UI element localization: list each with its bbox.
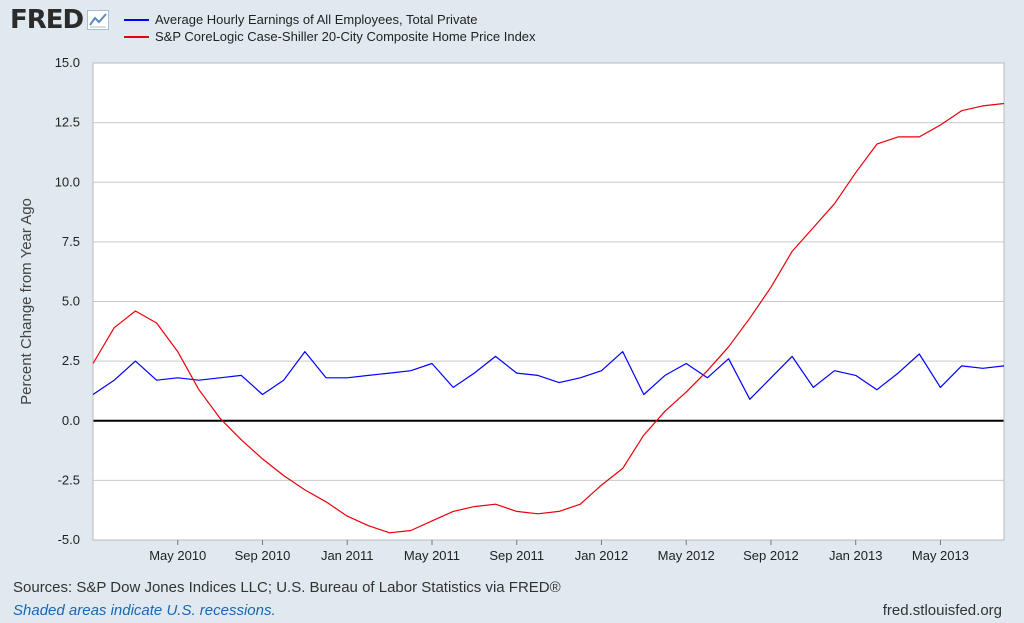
chart-legend: Average Hourly Earnings of All Employees… [124, 11, 536, 45]
x-tick-label: Jan 2012 [575, 548, 629, 563]
series-line-earnings [92, 351, 1005, 400]
y-tick-label: -5.0 [58, 532, 80, 547]
line-chart: 15.0 12.5 10.0 7.5 5.0 2.5 0.0 -2.5 -5.0 May 2010… [18, 55, 1005, 563]
x-tick-label: Jan 2013 [829, 548, 883, 563]
y-tick-label: 2.5 [62, 353, 80, 368]
y-tick-label: 7.5 [62, 234, 80, 249]
y-tick-label: -2.5 [58, 472, 80, 487]
y-axis-label: Percent Change from Year Ago [18, 198, 35, 405]
legend-item-earnings: Average Hourly Earnings of All Employees… [124, 11, 536, 28]
x-tick-label: Sep 2012 [743, 548, 799, 563]
x-tick-label: May 2011 [404, 548, 460, 563]
footer-sources: Sources: S&P Dow Jones Indices LLC; U.S.… [13, 579, 561, 596]
x-tick-label: May 2012 [658, 548, 715, 563]
y-tick-label: 12.5 [55, 115, 80, 130]
y-tick-label: 15.0 [55, 55, 80, 70]
plot-border [92, 62, 1005, 541]
legend-item-home-price: S&P CoreLogic Case-Shiller 20-City Compo… [124, 28, 536, 45]
fred-logo[interactable]: FRED [10, 5, 110, 35]
x-tick-label: Sep 2010 [235, 548, 291, 563]
x-tick-label: May 2013 [912, 548, 969, 563]
legend-swatch-earnings [124, 18, 149, 21]
line-graph-icon [87, 10, 110, 30]
legend-label-home-price: S&P CoreLogic Case-Shiller 20-City Compo… [155, 29, 536, 44]
x-tick-label: Jan 2011 [321, 548, 374, 563]
footer-url[interactable]: fred.stlouisfed.org [882, 602, 1002, 619]
legend-label-earnings: Average Hourly Earnings of All Employees… [155, 12, 478, 27]
x-tick-label: May 2010 [149, 548, 206, 563]
series-line-home-price [92, 102, 1005, 534]
y-tick-label: 0.0 [62, 413, 80, 428]
x-tick-label: Sep 2011 [489, 548, 544, 563]
footer-recession-note: Shaded areas indicate U.S. recessions. [13, 602, 276, 619]
legend-swatch-home-price [124, 35, 149, 38]
logo-text: FRED [10, 5, 84, 35]
y-tick-label: 10.0 [55, 174, 80, 189]
y-tick-label: 5.0 [62, 294, 80, 309]
